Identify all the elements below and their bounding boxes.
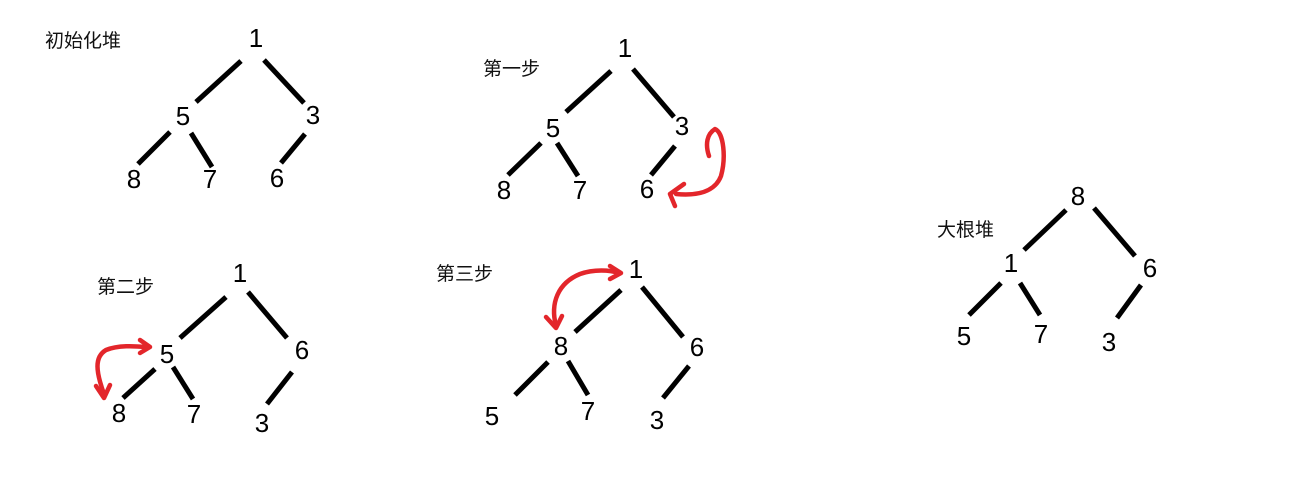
panel-final: 大根堆 8 1 6 5 7 3 [937,181,1157,357]
edge [170,365,196,401]
swap-arrowhead [667,181,687,209]
panel-label-init: 初始化堆 [45,30,121,52]
tree-node: 6 [640,174,654,204]
tree-node: 5 [160,339,174,369]
panel-label-step2: 第二步 [97,276,154,298]
swap-arrowhead [607,263,624,282]
tree-node: 6 [270,163,284,193]
tree-node: 5 [957,321,971,351]
tree-node: 3 [675,111,689,141]
edge [649,144,677,177]
tree-node: 6 [1143,253,1157,283]
edge [121,367,157,400]
tree-node: 8 [127,164,141,194]
edge [136,130,172,166]
edge [1114,283,1144,320]
edge [246,290,289,340]
edge [506,141,543,177]
edge [279,132,307,165]
swap-arrowhead [543,313,565,331]
swap-arrow [551,268,622,329]
tree-node: 8 [1071,181,1085,211]
tree-node: 5 [485,401,499,431]
tree-node: 1 [1004,248,1018,278]
tree-node: 7 [573,175,587,205]
tree-node: 3 [255,408,269,438]
tree-node: 1 [233,258,247,288]
panel-label-final: 大根堆 [937,219,994,241]
panel-step1: 第一步 1 5 3 8 7 6 [483,33,726,209]
tree-node: 3 [306,100,320,130]
edge [1022,208,1068,252]
tree-node: 3 [1102,327,1116,357]
edge [265,370,294,406]
edge [1092,206,1137,258]
swap-arrow [95,343,150,397]
tree-node: 1 [618,33,632,63]
tree-node: 7 [1034,319,1048,349]
edge [631,67,676,119]
edge [564,69,613,114]
tree-node: 5 [176,101,190,131]
tree-node: 8 [554,331,568,361]
tree-node: 7 [203,164,217,194]
edge [640,285,685,339]
panel-label-step1: 第一步 [483,58,540,80]
swap-arrowhead [137,337,153,356]
edge [188,131,215,169]
edge [513,360,550,397]
panel-step3: 第三步 1 8 6 5 7 3 [436,254,704,435]
edge [194,59,243,104]
tree-node: 6 [690,332,704,362]
panel-init: 初始化堆 1 5 3 8 7 6 [45,23,320,194]
panel-step2: 第二步 1 5 6 8 7 3 [93,258,309,438]
edge [661,364,691,400]
tree-node: 7 [581,396,595,426]
edge [573,288,623,334]
edge [262,58,306,105]
tree-node: 6 [295,335,309,365]
tree-node: 8 [497,175,511,205]
edge [178,295,228,340]
edge [1017,281,1043,317]
edge [565,359,591,397]
swap-arrowhead [93,382,113,401]
tree-node: 1 [629,254,643,284]
swap-arrow [673,126,726,197]
tree-node: 5 [546,113,560,143]
tree-node: 3 [650,405,664,435]
edge [554,141,581,178]
tree-node: 8 [112,398,126,428]
tree-node: 1 [249,23,263,53]
tree-node: 7 [187,399,201,429]
edge [967,281,1003,317]
panel-label-step3: 第三步 [436,263,493,285]
